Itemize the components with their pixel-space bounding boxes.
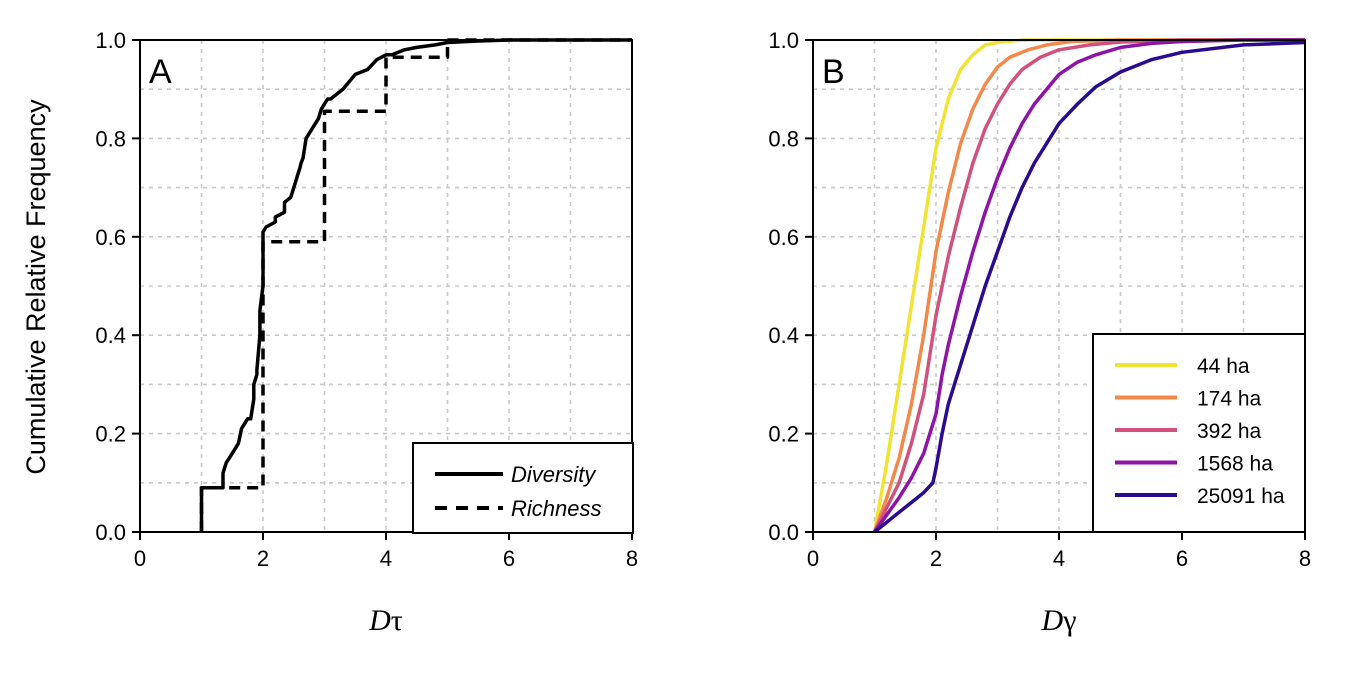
x-axis-label: Dτ	[368, 604, 403, 637]
series-line-1568-ha	[873, 38, 1305, 534]
panel-b: 0 2 4 6 8 0.0 0.2 0.4 0.6 0.8 1.0 B Dγ 44 ha 174 ha 392…	[768, 28, 1311, 637]
legend-label: 174 ha	[1197, 388, 1262, 411]
panel-letter: A	[149, 53, 172, 91]
legend: 44 ha 174 ha 392 ha 1568 ha 25091 ha	[1092, 333, 1306, 533]
y-tick-label: 0.4	[95, 323, 126, 348]
legend-label: 392 ha	[1197, 420, 1262, 443]
y-tick-label: 0.2	[768, 422, 799, 447]
x-tick-label: 4	[380, 546, 392, 571]
legend-label: Richness	[511, 496, 601, 521]
x-axis-label-greek: τ	[391, 604, 403, 637]
y-axis-label: Cumulative Relative Frequency	[21, 99, 51, 475]
x-tick-label: 2	[257, 546, 269, 571]
y-tick-label: 0.0	[768, 520, 799, 545]
y-tick-label: 0.6	[768, 225, 799, 250]
legend-label: Diversity	[511, 462, 597, 487]
y-tick-label: 0.8	[95, 126, 126, 151]
y-tick-label: 0.6	[95, 225, 126, 250]
series-line-174-ha	[872, 38, 1305, 533]
y-tick-label: 0.8	[768, 126, 799, 151]
x-tick-label: 0	[134, 546, 146, 571]
series-line-diversity	[199, 38, 632, 532]
series-line-25091-ha	[873, 40, 1306, 534]
x-axis-label: Dγ	[1041, 604, 1077, 637]
x-tick-label: 2	[930, 546, 942, 571]
x-tick-label: 8	[1299, 546, 1311, 571]
x-tick-label: 8	[626, 546, 638, 571]
y-tick-label: 0.2	[95, 422, 126, 447]
y-tick-label: 1.0	[768, 28, 799, 53]
x-tick-label: 0	[807, 546, 819, 571]
legend-label: 44 ha	[1197, 355, 1250, 378]
y-tick-label: 0.4	[768, 323, 799, 348]
panel-a: 0 2 4 6 8 0.0 0.2 0.4 0.6 0.8 1.0 A Dτ Diversity Richn…	[95, 28, 638, 637]
x-axis-label-d: D	[368, 604, 391, 637]
x-tick-label: 6	[1176, 546, 1188, 571]
legend-box	[412, 442, 634, 534]
y-tick-label: 0.0	[95, 520, 126, 545]
panel-letter: B	[822, 53, 845, 91]
y-tick-label: 1.0	[95, 28, 126, 53]
legend: Diversity Richness	[412, 442, 634, 534]
x-axis-label-d: D	[1041, 604, 1064, 637]
series-line-392-ha	[872, 38, 1305, 533]
legend-label: 25091 ha	[1197, 485, 1285, 508]
series-line-richness	[199, 38, 632, 532]
legend-label: 1568 ha	[1197, 453, 1273, 476]
x-axis-label-greek: γ	[1062, 604, 1076, 637]
x-tick-label: 4	[1053, 546, 1065, 571]
x-tick-label: 6	[503, 546, 515, 571]
